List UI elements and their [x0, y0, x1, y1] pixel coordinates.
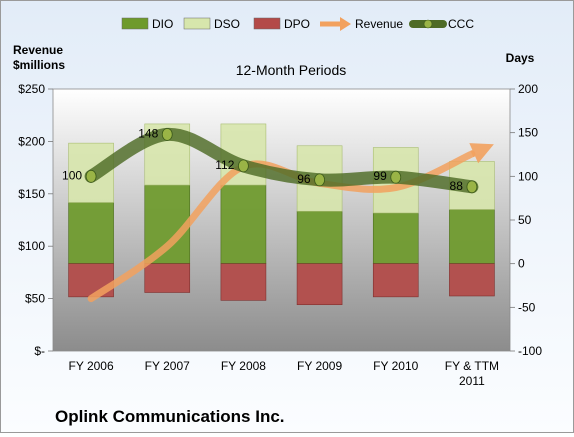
- x-tick-label: FY 2006: [69, 359, 114, 373]
- bar-dpo: [220, 263, 267, 301]
- ccc-marker: [466, 180, 478, 194]
- x-tick-label: FY 2007: [145, 359, 190, 373]
- legend-item-dio: DIO: [121, 17, 173, 31]
- right-tick-label: 100: [518, 169, 538, 183]
- bar-dpo: [144, 263, 191, 293]
- legend-label: Revenue: [355, 17, 403, 31]
- ccc-data-label: 99: [373, 169, 387, 183]
- left-tick-label: $150: [18, 187, 45, 201]
- legend-item-dso: DSO: [183, 17, 240, 31]
- right-axis-title: Days: [506, 51, 535, 65]
- revenue-arrowhead: [469, 143, 494, 164]
- bar-dpo: [372, 263, 419, 298]
- company-name: Oplink Communications Inc.: [55, 407, 285, 426]
- right-tick-label: -100: [518, 344, 542, 358]
- bar-dio: [372, 212, 419, 264]
- ccc-data-label: 100: [62, 168, 82, 182]
- plot-area: [52, 88, 511, 352]
- ccc-marker: [85, 169, 97, 183]
- left-axis-title-line: $millions: [13, 58, 65, 72]
- bar-dio: [220, 184, 267, 264]
- left-tick-label: $50: [25, 292, 45, 306]
- legend-label: DIO: [152, 17, 173, 31]
- left-tick-label: $100: [18, 239, 45, 253]
- x-tick-label: FY 2010: [373, 359, 418, 373]
- ccc-marker: [238, 159, 249, 173]
- legend-swatch: [121, 17, 149, 30]
- left-axis: $- $50 $100 $150 $200 $250: [18, 82, 53, 358]
- legend-item-ccc: CCC: [409, 17, 474, 31]
- left-tick-label: $200: [18, 134, 45, 148]
- left-axis-title-line: Revenue: [13, 43, 63, 57]
- legend-label: DSO: [214, 17, 240, 31]
- bar-dpo: [449, 263, 495, 297]
- ccc-data-label: 112: [215, 158, 234, 172]
- x-tick-label: FY & TTM 2011: [445, 359, 499, 388]
- legend-label: DPO: [284, 17, 310, 31]
- ccc-marker: [314, 173, 325, 187]
- x-tick-label: FY 2009: [297, 359, 342, 373]
- right-tick-label: 50: [518, 213, 532, 227]
- bar-dpo: [296, 263, 343, 306]
- legend: DIO DSO DPO Revenue CCC: [121, 17, 474, 31]
- left-tick-label: $-: [34, 344, 45, 358]
- bar-dio: [68, 202, 114, 264]
- ccc-data-label: 96: [297, 172, 311, 186]
- ccc-marker: [161, 128, 173, 141]
- bar-dio: [449, 209, 495, 264]
- ccc-marker: [390, 170, 402, 184]
- chart-title: 12-Month Periods: [236, 62, 347, 78]
- legend-item-revenue: Revenue: [320, 17, 403, 31]
- left-tick-label: $250: [18, 82, 45, 96]
- bar-dio: [296, 210, 343, 264]
- right-axis: -100 -50 0 50 100 150 200: [510, 82, 542, 358]
- x-axis: FY 2006 FY 2007 FY 2008 FY 2009 FY 2010 FY & …: [69, 359, 500, 388]
- x-tick-label: FY 2008: [221, 359, 266, 373]
- right-tick-label: 200: [518, 82, 538, 96]
- legend-label: CCC: [448, 17, 474, 31]
- left-axis-title: Revenue $millions: [13, 43, 65, 72]
- right-tick-label: 0: [518, 257, 525, 271]
- ccc-data-label: 148: [138, 126, 158, 140]
- line-layer: 100 148 112 96 99 88: [62, 126, 494, 303]
- legend-swatch: [183, 17, 211, 30]
- legend-swatch: [253, 17, 281, 30]
- right-tick-label: -50: [518, 300, 536, 314]
- ccc-data-label: 88: [450, 179, 464, 193]
- right-tick-label: 150: [518, 126, 538, 140]
- legend-item-dpo: DPO: [253, 17, 310, 31]
